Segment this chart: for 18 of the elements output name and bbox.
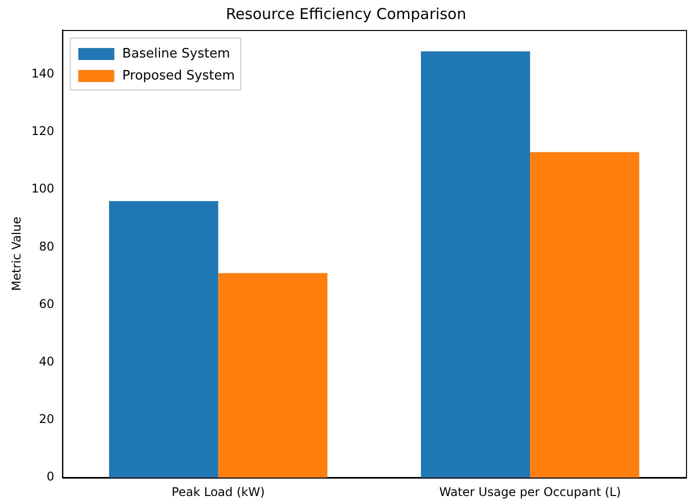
legend-label: Baseline System	[122, 46, 230, 62]
y-tick-label: 60	[39, 296, 54, 311]
bar	[420, 51, 530, 478]
y-tick-label: 100	[31, 182, 54, 196]
y-tick-label: 40	[39, 354, 54, 369]
bar	[109, 201, 218, 478]
x-tick-label: Peak Load (kW)	[172, 484, 265, 499]
y-tick-label: 140	[31, 66, 54, 80]
x-tick-label: Water Usage per Occupant (L)	[439, 484, 621, 499]
legend-label: Proposed System	[122, 68, 235, 84]
y-tick-label: 0	[46, 470, 54, 484]
y-tick-label: 120	[31, 124, 54, 138]
bar	[218, 273, 328, 478]
bar	[530, 152, 640, 478]
y-tick-label: 80	[39, 239, 54, 254]
y-axis-title: Metric Value	[9, 216, 24, 291]
y-tick-label: 20	[39, 412, 54, 426]
chart-title: Resource Efficiency Comparison	[226, 4, 466, 23]
